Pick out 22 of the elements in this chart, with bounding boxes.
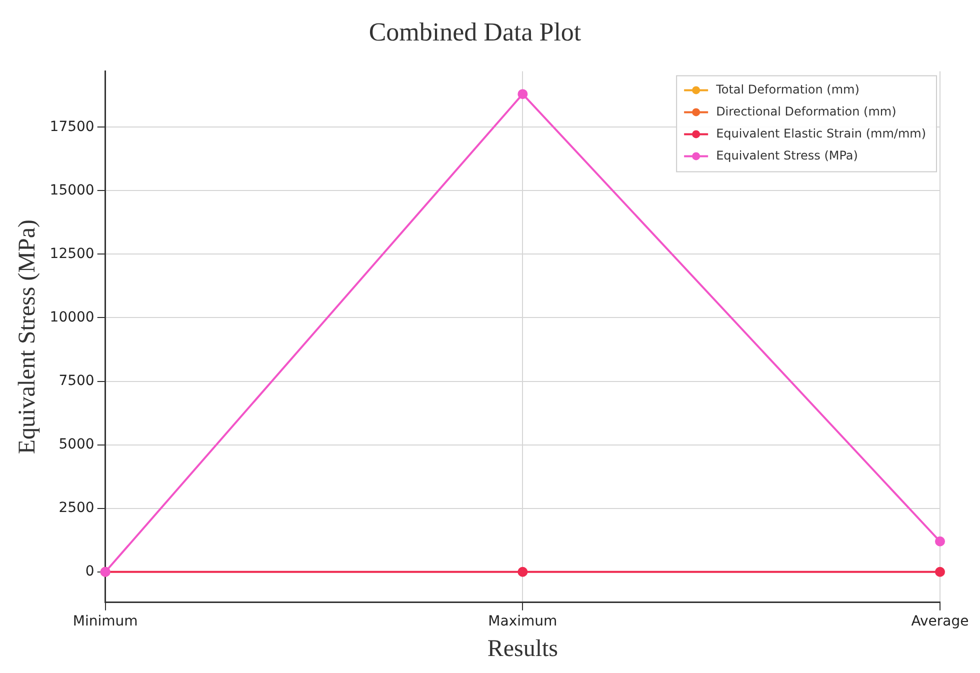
legend-label: Directional Deformation (mm): [716, 104, 896, 118]
x-axis-title: Results: [487, 636, 558, 662]
y-axis-title: Equivalent Stress (MPa): [14, 219, 41, 454]
chart-title: Combined Data Plot: [368, 17, 582, 46]
y-tick-label: 0: [85, 564, 94, 580]
legend-label: Equivalent Elastic Strain (mm/mm): [716, 126, 926, 140]
legend-label: Total Deformation (mm): [715, 82, 860, 96]
x-tick-label: Minimum: [72, 613, 138, 630]
point: [935, 536, 945, 546]
point: [518, 89, 528, 100]
x-tick-label: Average: [911, 613, 969, 630]
y-tick-label: 2500: [58, 500, 94, 516]
x-tick-label: Maximum: [488, 613, 558, 630]
legend-label: Equivalent Stress (MPa): [716, 148, 858, 162]
y-tick-label: 7500: [58, 372, 94, 389]
y-tick-label: 5000: [58, 436, 94, 452]
y-tick-label: 15000: [50, 182, 94, 198]
point: [935, 566, 945, 577]
y-tick-label: 17500: [50, 118, 94, 135]
point: [518, 566, 528, 577]
y-tick-label: 10000: [50, 309, 94, 326]
y-tick-label: 12500: [50, 246, 94, 262]
